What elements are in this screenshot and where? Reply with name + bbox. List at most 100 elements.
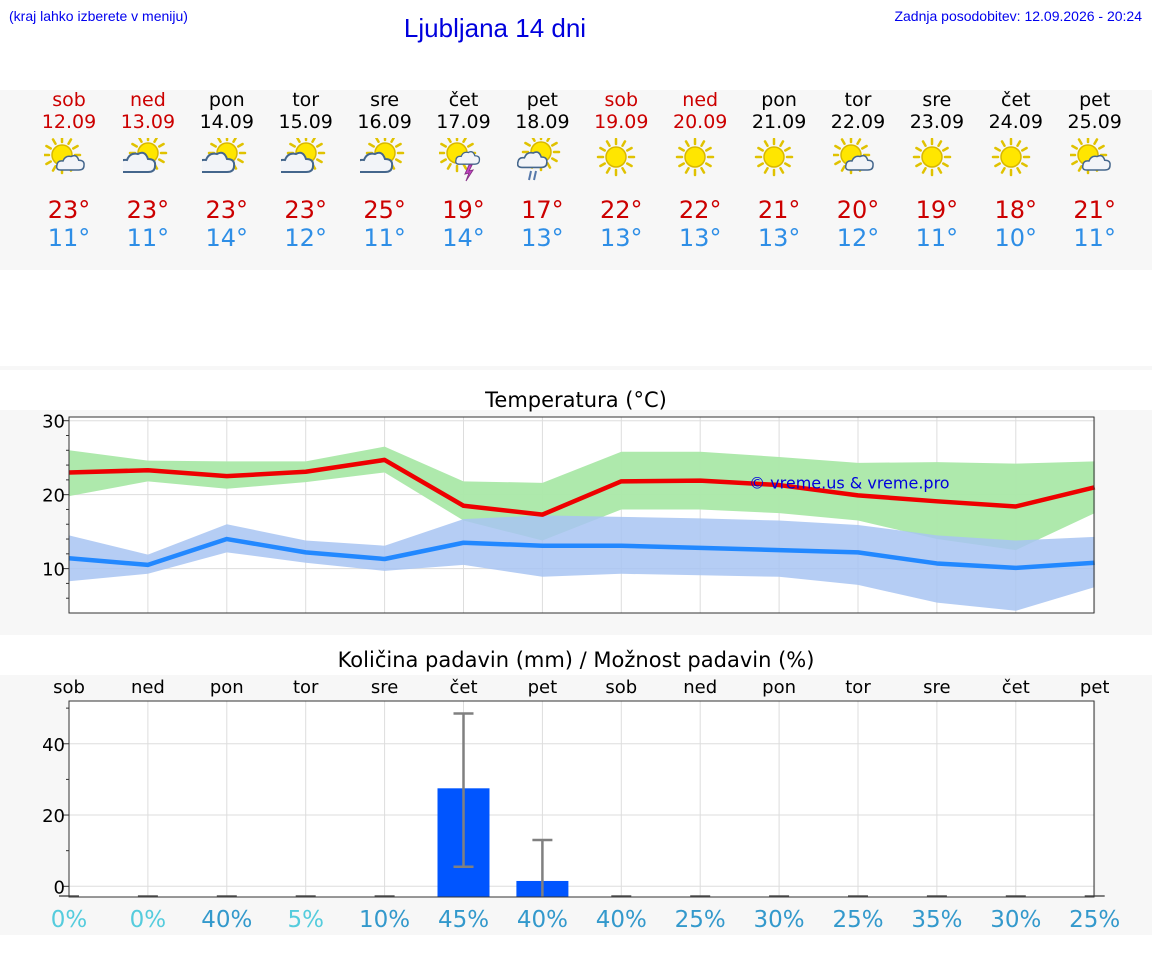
- precipitation-day-label: pon: [762, 677, 796, 698]
- sun-icon: [976, 138, 1056, 184]
- max-temperature: 17°: [521, 196, 564, 224]
- precipitation-day-label: sob: [53, 677, 85, 698]
- precipitation-day-label: pet: [1080, 677, 1110, 698]
- min-temperature: 13°: [757, 224, 801, 252]
- day-name: čet: [448, 89, 479, 111]
- day-date: 16.09: [357, 111, 412, 133]
- precipitation-plot-frame: [68, 700, 1095, 898]
- day-date: 19.09: [594, 111, 649, 133]
- day-column: tor 15.09 23° 12°: [266, 89, 346, 253]
- precipitation-day-label: tor: [845, 677, 871, 698]
- day-date: 25.09: [1067, 111, 1122, 133]
- temperature-chart-title: Temperatura (°C): [485, 388, 667, 412]
- precipitation-y-tick-label: 20: [42, 806, 65, 827]
- day-column: tor 22.09 20° 12°: [818, 90, 898, 253]
- min-temperature: 11°: [47, 224, 91, 252]
- precipitation-probability: 45%: [438, 907, 489, 933]
- day-column: pet 18.09 17° 13°: [502, 89, 582, 253]
- day-date: 17.09: [436, 111, 491, 133]
- max-temperature: 23°: [126, 196, 170, 224]
- sun-rain-icon: [502, 138, 582, 184]
- day-column: ned 13.09 23° 11°: [108, 89, 188, 253]
- precipitation-probability: 30%: [754, 907, 805, 933]
- day-name: sre: [922, 89, 952, 111]
- precipitation-chart-title: Količina padavin (mm) / Možnost padavin …: [337, 648, 815, 672]
- day-name: ned: [129, 89, 166, 111]
- day-name: pon: [208, 89, 245, 111]
- sun-icon: [897, 138, 977, 184]
- day-date: 15.09: [278, 111, 333, 133]
- precipitation-probability: 0%: [51, 907, 88, 933]
- day-name: pon: [761, 89, 797, 111]
- day-column: čet 24.09 18° 10°: [976, 89, 1056, 253]
- max-temperature: 23°: [47, 196, 91, 224]
- precipitation-day-label: čet: [1002, 677, 1030, 698]
- cloud-sun-icon: [187, 138, 267, 184]
- day-column: pet 25.09 21° 11°: [1055, 89, 1135, 253]
- day-column: pon 21.09 21° 13°: [739, 89, 819, 253]
- cloud-sun-icon: [345, 138, 425, 184]
- separator: [0, 366, 1152, 370]
- max-temperature: 21°: [757, 196, 801, 224]
- day-date: 21.09: [751, 111, 807, 133]
- precipitation-probability: 25%: [832, 907, 883, 933]
- min-temperature-range-band: [69, 515, 1095, 611]
- min-temperature: 11°: [1073, 224, 1116, 252]
- day-date: 22.09: [830, 111, 886, 133]
- forecast-band: [0, 90, 1152, 270]
- precipitation-day-label: pet: [528, 677, 558, 698]
- day-column: sre 23.09 19° 11°: [897, 89, 977, 253]
- max-temperature: 21°: [1073, 196, 1116, 224]
- day-name: sob: [52, 89, 86, 111]
- max-temperature: 25°: [363, 196, 406, 224]
- day-name: pet: [526, 89, 558, 111]
- min-temperature-line: [68, 536, 1095, 571]
- temperature-y-tick-label: 30: [42, 412, 65, 433]
- precipitation-probability: 0%: [130, 907, 167, 933]
- precipitation-probability: 40%: [517, 907, 568, 933]
- precipitation-day-label: sre: [923, 677, 950, 698]
- precipitation-day-label: sre: [371, 677, 398, 698]
- cloud-sun-icon: [108, 138, 188, 184]
- day-column: sob 12.09 23° 11°: [29, 89, 109, 253]
- day-date: 24.09: [988, 111, 1043, 133]
- day-name: sre: [370, 89, 400, 111]
- sun-icon: [739, 138, 819, 184]
- max-temperature: 22°: [678, 196, 722, 224]
- max-temperature-line: [68, 457, 1096, 517]
- sun-cloud-icon: [29, 138, 109, 184]
- precipitation-probability: 40%: [201, 907, 252, 933]
- max-temperature: 22°: [600, 196, 643, 224]
- day-column: pon 14.09 23° 14°: [187, 89, 267, 253]
- day-name: čet: [1001, 89, 1031, 111]
- precipitation-day-label: ned: [683, 677, 717, 698]
- precipitation-probability: 40%: [596, 907, 647, 933]
- precipitation-day-label: tor: [293, 677, 319, 698]
- temperature-y-tick-label: 10: [42, 560, 65, 581]
- max-temperature: 18°: [994, 196, 1038, 224]
- max-temperature: 19°: [915, 196, 959, 224]
- min-temperature: 11°: [915, 224, 959, 252]
- day-column: ned 20.09 22° 13°: [660, 90, 740, 253]
- precipitation-day-label: ned: [131, 677, 165, 698]
- sun-icon: [581, 138, 661, 184]
- sun-thunderstorm-icon: [424, 138, 504, 184]
- sun-cloud-icon: [818, 138, 898, 184]
- min-temperature: 14°: [442, 224, 485, 252]
- precipitation-day-label: čet: [449, 677, 477, 698]
- precipitation-y-tick-label: 0: [54, 877, 65, 898]
- day-date: 12.09: [41, 111, 97, 133]
- day-name: tor: [292, 89, 320, 111]
- min-temperature: 12°: [836, 224, 880, 252]
- min-temperature: 13°: [521, 224, 564, 252]
- day-date: 20.09: [672, 111, 728, 133]
- precipitation-day-label: pon: [210, 677, 244, 698]
- day-date: 18.09: [515, 111, 570, 133]
- location-hint-link[interactable]: (kraj lahko izberete v meniju): [9, 8, 188, 24]
- page-title: Ljubljana 14 dni: [403, 13, 587, 43]
- precipitation-plot-area: [69, 701, 1094, 897]
- cloud-sun-icon: [266, 138, 346, 184]
- sun-cloud-icon: [1055, 138, 1135, 184]
- day-name: pet: [1079, 89, 1111, 111]
